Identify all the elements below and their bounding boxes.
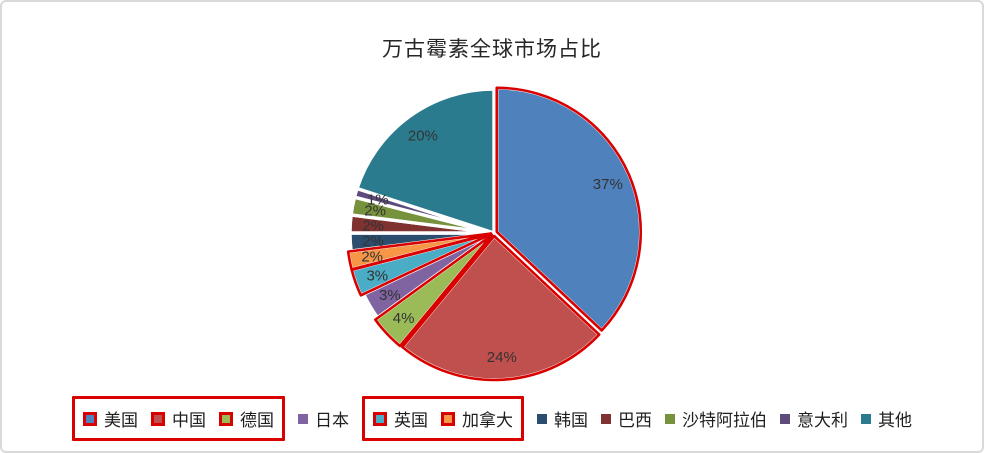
legend-label: 其他 xyxy=(878,411,912,430)
legend-item-德国: 德国 xyxy=(219,406,274,431)
slice-label-美国: 37% xyxy=(593,176,623,193)
legend-swatch-icon xyxy=(537,413,547,424)
slice-label-其他: 20% xyxy=(408,127,438,144)
legend-swatch-icon xyxy=(373,411,387,426)
slice-label-加拿大: 2% xyxy=(361,248,383,265)
slice-label-沙特阿拉伯: 2% xyxy=(364,203,386,220)
legend-label: 意大利 xyxy=(797,411,848,430)
annotation-outline-加拿大 xyxy=(346,232,493,271)
legend-item-意大利: 意大利 xyxy=(780,406,848,431)
legend-item-美国: 美国 xyxy=(83,406,138,431)
annotation-box-1: 美国 中国 德国 xyxy=(72,396,285,441)
slice-label-日本: 3% xyxy=(379,287,401,304)
chart-legend: 美国 中国 德国 日本 英国 加拿大 韩国 巴西 沙特阿拉伯 意大利 其他 xyxy=(2,396,982,441)
legend-swatch-icon xyxy=(298,413,308,424)
annotation-outline-德国 xyxy=(374,233,494,348)
legend-label: 美国 xyxy=(104,411,138,430)
legend-swatch-icon xyxy=(861,413,871,424)
legend-swatch-icon xyxy=(601,413,611,424)
legend-item-加拿大: 加拿大 xyxy=(441,406,513,431)
chart-title: 万古霉素全球市场占比 xyxy=(382,38,602,61)
annotation-outline-美国 xyxy=(495,86,643,332)
slice-label-巴西: 2% xyxy=(362,218,384,235)
legend-swatch-icon xyxy=(83,411,97,426)
legend-item-其他: 其他 xyxy=(861,406,912,431)
slice-label-意大利: 1% xyxy=(367,191,389,208)
legend-item-日本: 日本 xyxy=(298,406,349,431)
legend-label: 沙特阿拉伯 xyxy=(682,411,767,430)
legend-item-巴西: 巴西 xyxy=(601,406,652,431)
pie-slice-其他 xyxy=(355,87,496,235)
legend-label: 加拿大 xyxy=(462,411,513,430)
legend-label: 日本 xyxy=(315,411,349,430)
legend-label: 英国 xyxy=(394,411,428,430)
legend-label: 韩国 xyxy=(554,411,588,430)
legend-item-英国: 英国 xyxy=(373,406,428,431)
legend-label: 中国 xyxy=(172,411,206,430)
legend-swatch-icon xyxy=(151,411,165,426)
legend-item-沙特阿拉伯: 沙特阿拉伯 xyxy=(665,406,767,431)
slice-label-韩国: 2% xyxy=(362,233,384,250)
legend-swatch-icon xyxy=(780,413,790,424)
legend-swatch-icon xyxy=(441,411,455,426)
legend-item-韩国: 韩国 xyxy=(537,406,588,431)
legend-item-中国: 中国 xyxy=(151,406,206,431)
legend-swatch-icon xyxy=(665,413,675,424)
slice-label-中国: 24% xyxy=(487,349,517,366)
legend-label: 德国 xyxy=(240,411,274,430)
annotation-box-2: 英国 加拿大 xyxy=(362,396,524,441)
annotation-outline-中国 xyxy=(401,234,601,382)
legend-label: 巴西 xyxy=(618,411,652,430)
slice-label-德国: 4% xyxy=(393,310,415,327)
slice-label-英国: 3% xyxy=(366,267,388,284)
legend-swatch-icon xyxy=(219,411,233,426)
